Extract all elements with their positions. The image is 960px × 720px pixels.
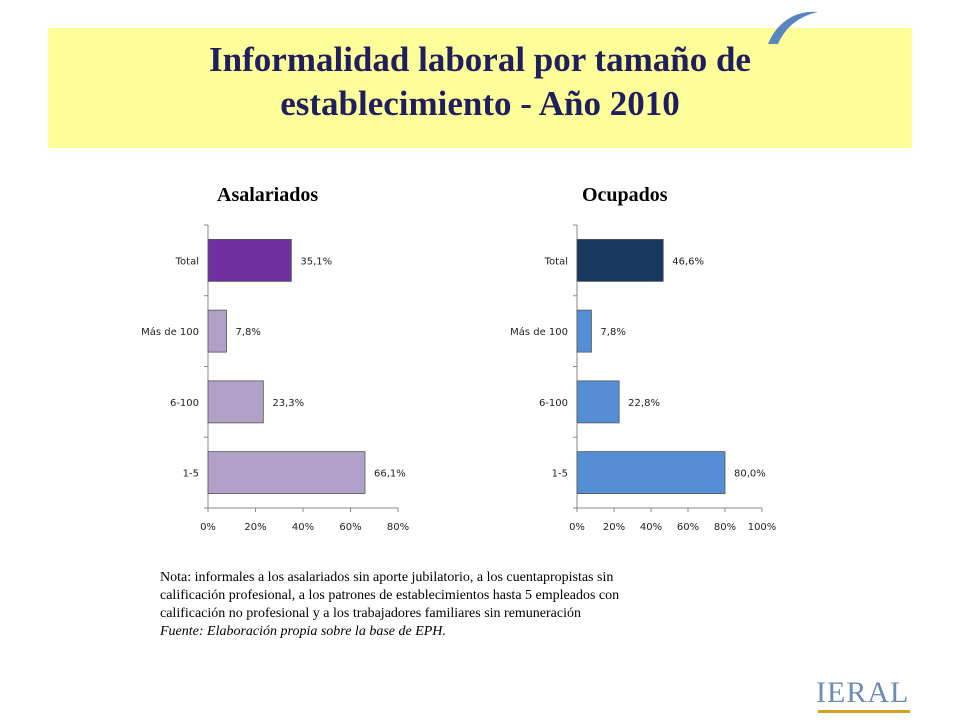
- chart-title-ocupados: Ocupados: [582, 184, 668, 206]
- title-band: [48, 28, 912, 148]
- category-label: Más de 100: [510, 326, 568, 338]
- data-label: 23,3%: [272, 398, 304, 409]
- category-label: 6-100: [170, 398, 199, 409]
- data-label: 22,8%: [628, 398, 660, 409]
- swoosh-decoration-icon: [768, 11, 818, 44]
- ieral-logo-icon: IERAL: [816, 676, 910, 709]
- category-label: Total: [175, 256, 199, 267]
- category-label: Más de 100: [141, 326, 199, 338]
- bar: [576, 451, 726, 495]
- note-line-3: calificación no profesional y a los trab…: [160, 606, 581, 621]
- chart-title-asalariados: Asalariados: [217, 184, 319, 206]
- category-label: 1-5: [183, 469, 199, 480]
- x-tick-label: 20%: [244, 522, 266, 533]
- x-tick-label: 60%: [677, 522, 699, 533]
- x-tick-label: 80%: [387, 522, 409, 533]
- bar: [576, 238, 664, 282]
- x-tick-label: 20%: [603, 522, 625, 533]
- x-tick-label: 0%: [200, 522, 216, 533]
- footnote: Nota: informales a los asalariados sin a…: [160, 569, 800, 641]
- bar: [207, 309, 227, 353]
- data-label: 66,1%: [374, 469, 406, 480]
- data-label: 80,0%: [734, 469, 766, 480]
- category-label: 6-100: [539, 398, 568, 409]
- data-label: 7,8%: [236, 327, 261, 338]
- bar: [207, 380, 264, 424]
- x-tick-label: 40%: [292, 522, 314, 533]
- note-line-2: calificación profesional, a los patrones…: [160, 588, 620, 603]
- bar: [207, 238, 292, 282]
- bar: [576, 309, 592, 353]
- data-label: 7,8%: [600, 327, 625, 338]
- logo-underline: [818, 710, 910, 713]
- page-title-line-2: establecimiento - Año 2010: [280, 84, 680, 123]
- source-line: Fuente: Elaboración propia sobre la base…: [160, 624, 446, 639]
- note-line-1: Nota: informales a los asalariados sin a…: [160, 570, 614, 585]
- bar: [576, 380, 620, 424]
- page-title: Informalidad laboral por tamaño de estab…: [48, 38, 912, 126]
- data-label: 46,6%: [672, 256, 704, 267]
- x-tick-label: 0%: [569, 522, 585, 533]
- bar: [207, 451, 366, 495]
- x-tick-label: 80%: [714, 522, 736, 533]
- category-label: 1-5: [552, 469, 568, 480]
- category-label: Total: [544, 256, 568, 267]
- x-tick-label: 60%: [339, 522, 361, 533]
- page-title-line-1: Informalidad laboral por tamaño de: [209, 40, 751, 79]
- x-tick-label: 100%: [748, 522, 777, 533]
- data-label: 35,1%: [300, 256, 332, 267]
- x-tick-label: 40%: [640, 522, 662, 533]
